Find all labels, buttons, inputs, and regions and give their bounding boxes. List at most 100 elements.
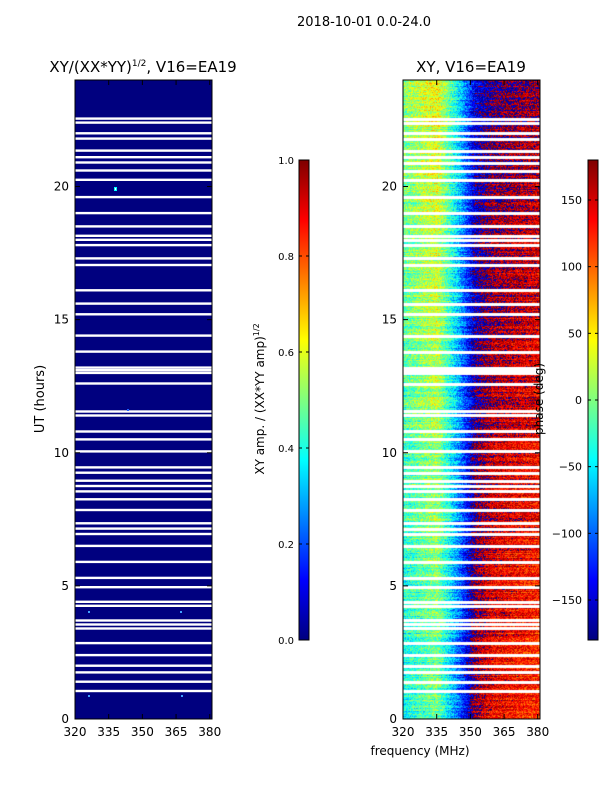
flagged-row: [75, 234, 212, 237]
x-tick-label: 365: [493, 725, 516, 739]
y-tick-label: 20: [54, 180, 69, 194]
flagged-row: [75, 653, 212, 657]
phase-colorbar-label: phase (deg): [532, 363, 546, 435]
flagged-row: [75, 369, 212, 372]
flagged-row: [75, 689, 212, 693]
x-tick-label: 380: [198, 725, 221, 739]
amplitude-y-axis: 0 5 10 15 20: [54, 180, 212, 726]
flagged-row: [75, 121, 212, 124]
flagged-row: [75, 137, 212, 140]
y-tick-label: 15: [54, 313, 69, 327]
flagged-row: [75, 641, 212, 645]
flagged-row: [75, 382, 212, 385]
phase-x-label: frequency (MHz): [370, 744, 469, 758]
colorbar-tick-label: 50: [568, 327, 582, 340]
bright-pixel: [181, 695, 183, 697]
flagged-row: [75, 522, 212, 525]
phase-title: XY, V16=EA19: [416, 58, 526, 76]
colorbar-tick-label: −150: [552, 594, 582, 607]
flagged-row: [75, 169, 212, 172]
colorbar-tick-label: 0.2: [278, 540, 294, 551]
x-tick-label: 380: [526, 725, 549, 739]
flagged-row: [75, 586, 212, 589]
flagged-row: [75, 195, 212, 199]
amplitude-colorbar-label: XY amp. / (XX*YY amp)1/2: [252, 323, 267, 474]
flagged-row: [75, 438, 212, 441]
flagged-row: [75, 484, 212, 488]
bright-pixel: [88, 611, 90, 613]
flagged-row: [75, 576, 212, 580]
phase-x-axis: 320 335 350 365 380: [392, 80, 549, 739]
phase-colorbar-ticks: −150 −100 −50 0 50 100 150: [552, 194, 598, 607]
y-tick-label: 10: [54, 446, 69, 460]
flagged-row: [75, 490, 212, 493]
amplitude-heatmap-background: [75, 80, 212, 719]
phase-y-axis: 0 5 10 15 20: [382, 180, 540, 726]
y-tick-label: 20: [382, 180, 397, 194]
figure-title: 2018-10-01 0.0-24.0: [297, 15, 431, 30]
flagged-row: [75, 508, 212, 512]
amplitude-plot-frame: [74, 79, 213, 720]
flagged-row: [75, 366, 212, 369]
y-tick-label: 15: [382, 313, 397, 327]
flagged-row: [75, 149, 212, 152]
y-tick-label: 5: [61, 579, 69, 593]
bright-pixel: [88, 695, 90, 697]
colorbar-tick-label: 1.0: [278, 156, 294, 167]
flagged-row: [75, 664, 212, 667]
x-tick-label: 365: [165, 725, 188, 739]
x-tick-label: 335: [97, 725, 120, 739]
flagged-row: [75, 117, 212, 120]
x-tick-label: 335: [425, 725, 448, 739]
colorbar-tick-label: −50: [559, 461, 582, 474]
flagged-row: [75, 132, 212, 135]
flagged-row: [75, 498, 212, 501]
flagged-row: [75, 289, 212, 292]
flagged-row: [75, 371, 212, 375]
x-tick-label: 350: [131, 725, 154, 739]
amplitude-y-label: UT (hours): [33, 365, 48, 433]
amplitude-panel: XY/(XX*YY)1/2, V16=EA19 320 335 350 365 380 …: [33, 58, 237, 739]
flagged-row: [75, 414, 212, 417]
flagged-row: [75, 471, 212, 474]
phase-colorbar: phase (deg) −150 −100 −50 0 50 100 150: [532, 159, 599, 641]
x-tick-label: 350: [459, 725, 482, 739]
amplitude-colorbar-ticks: 0.0 0.2 0.4 0.6 0.8 1.0: [278, 156, 309, 647]
flagged-row: [75, 350, 212, 353]
amplitude-bright-pixels: [88, 187, 183, 697]
flagged-row: [75, 178, 212, 181]
y-tick-label: 0: [61, 712, 69, 726]
flagged-row: [75, 544, 212, 548]
x-tick-label: 320: [64, 725, 87, 739]
flagged-row: [75, 532, 212, 536]
colorbar-tick-label: 150: [561, 194, 582, 207]
flagged-row: [75, 161, 212, 164]
y-tick-label: 5: [389, 579, 397, 593]
flagged-row: [75, 238, 212, 241]
colorbar-tick-label: 0.0: [278, 636, 294, 647]
colorbar-tick-label: 0.4: [278, 444, 294, 455]
bright-pixel: [180, 611, 182, 613]
phase-plot-frame: [402, 79, 541, 720]
flagged-row: [75, 410, 212, 413]
flagged-row: [75, 263, 212, 267]
flagged-row: [75, 257, 212, 260]
flagged-row: [75, 466, 212, 469]
flagged-row: [75, 334, 212, 337]
colorbar-tick-label: 0.8: [278, 252, 294, 263]
colorbar-tick-label: −100: [552, 527, 582, 540]
colorbar-tick-label: 0.6: [278, 348, 294, 359]
bright-pixel: [127, 409, 129, 411]
bright-pixel: [115, 188, 116, 190]
flagged-row: [75, 680, 212, 683]
flagged-row: [75, 302, 212, 305]
flagged-row: [75, 527, 212, 530]
flagged-row: [75, 430, 212, 433]
phase-heatmap: [403, 80, 540, 719]
flagged-row: [75, 156, 212, 159]
flagged-row: [75, 600, 212, 603]
amplitude-x-axis: 320 335 350 365 380: [64, 80, 221, 739]
flagged-row: [75, 623, 212, 626]
flagged-row: [75, 479, 212, 482]
